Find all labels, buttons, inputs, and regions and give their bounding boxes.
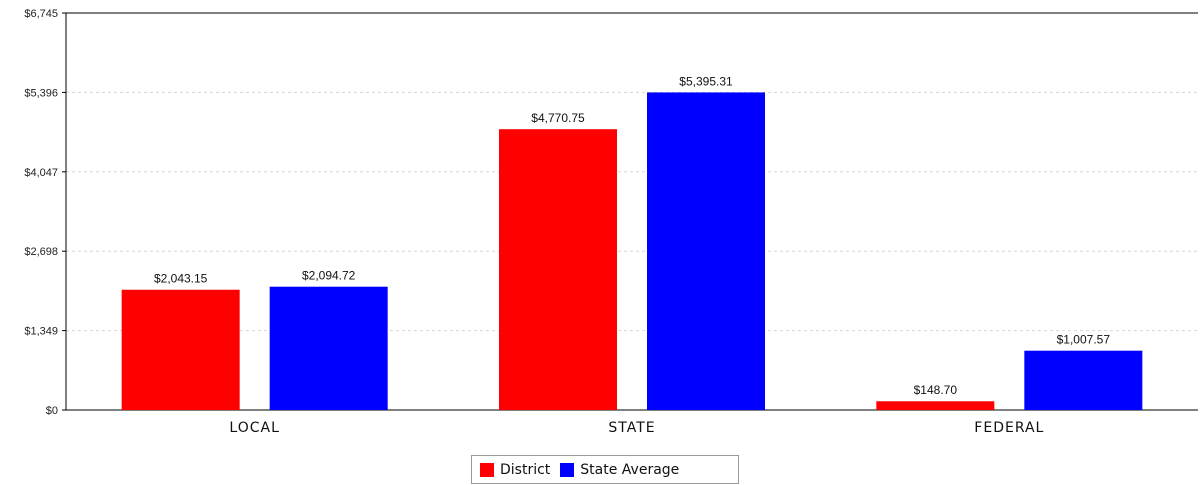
legend-label-district: District	[500, 461, 551, 478]
data-label-state-average-state: $5,395.31	[679, 74, 733, 88]
legend-item-district: District	[480, 462, 550, 478]
chart-legend: District State Average	[471, 455, 739, 484]
y-tick-label: $4,047	[24, 167, 58, 179]
legend-item-state-average: State Average	[560, 462, 679, 478]
y-tick-label: $5,396	[24, 87, 58, 99]
y-tick-label: $1,349	[24, 326, 58, 338]
bar-state-average-local	[269, 286, 388, 410]
y-tick-label: $6,745	[24, 8, 58, 20]
bar-state-average-state	[647, 92, 765, 410]
data-label-district-state: $4,770.75	[531, 111, 585, 125]
legend-swatch-state-average	[560, 462, 575, 477]
bar-district-state	[499, 129, 617, 410]
bar-state-average-federal	[1024, 350, 1143, 410]
data-label-state-average-federal: $1,007.57	[1057, 333, 1111, 347]
legend-swatch-district	[480, 462, 494, 477]
data-label-district-federal: $148.70	[914, 383, 958, 397]
data-label-district-local: $2,043.15	[154, 272, 208, 286]
x-category-label: STATE	[608, 420, 655, 436]
x-category-label: FEDERAL	[974, 420, 1044, 436]
legend-label-state-average: State Average	[580, 461, 680, 478]
y-tick-label: $2,698	[24, 246, 58, 258]
data-label-state-average-local: $2,094.72	[302, 269, 356, 283]
x-category-label: LOCAL	[229, 420, 279, 436]
bar-district-federal	[876, 401, 995, 410]
y-tick-label: $0	[46, 405, 58, 417]
bar-district-local	[121, 289, 240, 410]
